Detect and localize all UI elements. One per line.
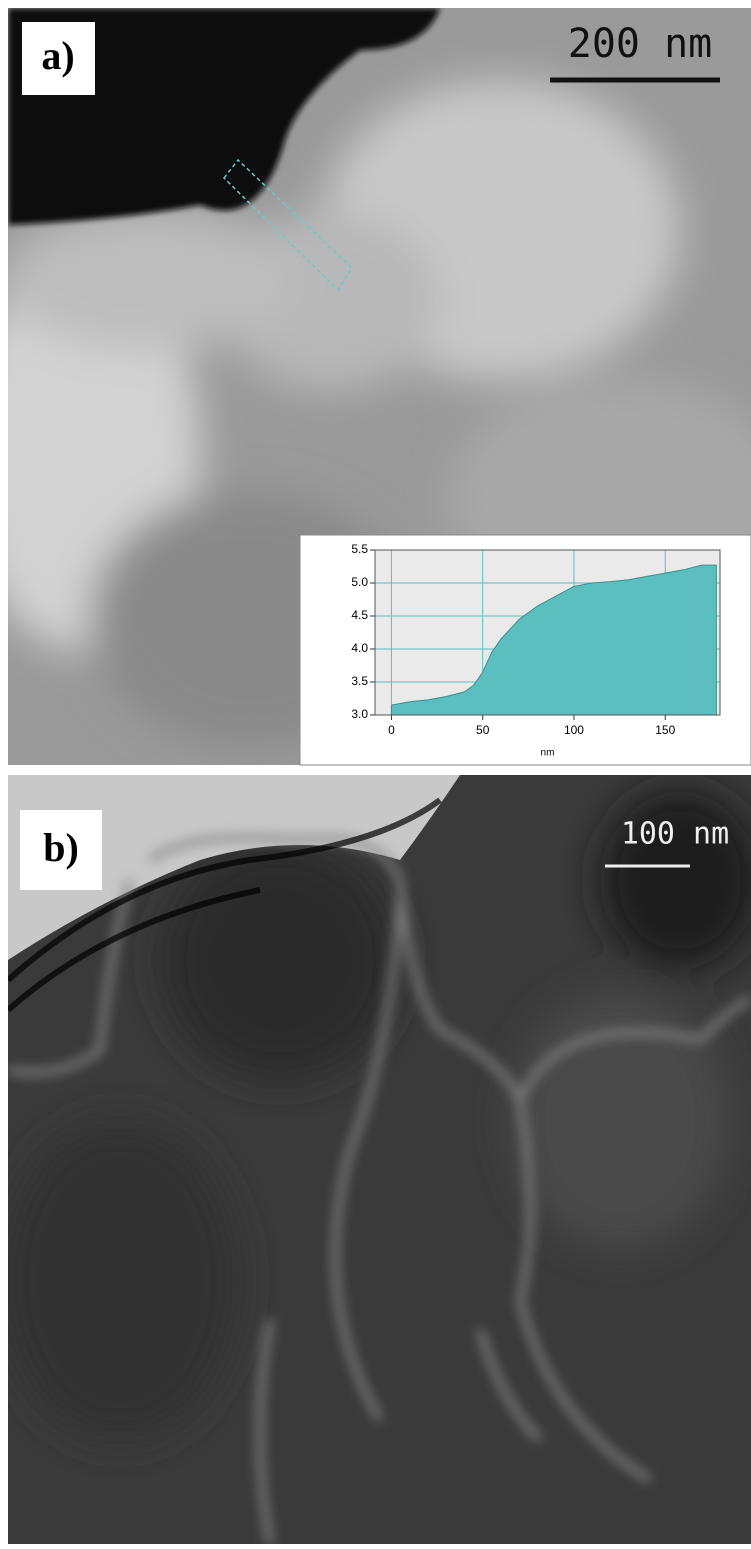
y-tick-label: 5.5 [351,542,368,556]
micrograph-b [0,775,751,1544]
x-tick-label: 150 [655,723,675,737]
x-tick-label: 100 [564,723,584,737]
y-tick-label: 3.0 [351,707,368,721]
scale-bar-label: 200 nm [568,21,713,67]
x-tick-label: 0 [388,723,395,737]
y-tick-label: 4.0 [351,641,368,655]
x-tick-label: 50 [476,723,490,737]
x-axis-label: nm [541,748,555,759]
figure: a) 200 nm b) 100 nm 3.03.54 [0,0,751,1544]
y-tick-label: 3.5 [351,674,368,688]
y-tick-label: 5.0 [351,575,368,589]
y-tick-label: 4.5 [351,608,368,622]
panel-label: a) [41,33,74,78]
inset-chart: 3.0 3.5 4.0 4.5 5.0 5.5 0 50 100 150 nm [300,535,751,765]
scale-bar-label: 100 nm [621,817,729,852]
panel-label: b) [43,825,79,870]
